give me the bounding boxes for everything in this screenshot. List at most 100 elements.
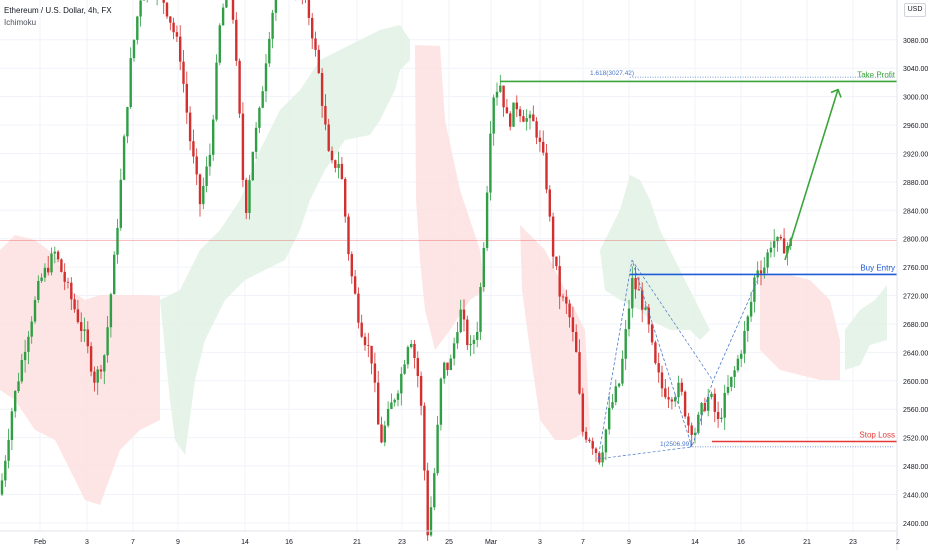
candle-body <box>311 17 314 39</box>
candle-body <box>489 133 492 193</box>
candle-body <box>169 16 172 23</box>
symbol-title: Ethereum / U.S. Dollar, 4h, FX <box>4 6 112 15</box>
buy-entry-label: Buy Entry <box>860 263 895 272</box>
candle-body <box>710 393 713 397</box>
candle-body <box>759 270 763 274</box>
candle-body <box>591 441 594 449</box>
candle-body <box>89 346 93 372</box>
candle-body <box>456 332 459 344</box>
candle-body <box>390 402 393 409</box>
y-tick-label: 2720.00 <box>903 294 928 301</box>
candle-body <box>782 238 786 254</box>
candle-body <box>763 267 766 274</box>
candle-body <box>40 277 43 281</box>
candle-body <box>542 141 545 153</box>
candle-body <box>528 114 532 119</box>
pattern-leg <box>597 446 693 460</box>
candle-body <box>324 105 327 125</box>
candle-body <box>608 407 611 430</box>
candle-body <box>235 19 238 61</box>
candle-body <box>60 259 63 272</box>
candle-body <box>733 370 736 377</box>
candle-body <box>119 179 122 228</box>
candle-body <box>403 364 406 374</box>
candle-body <box>192 141 195 157</box>
candle-body <box>393 399 396 403</box>
candle-body <box>132 39 136 59</box>
y-tick-label: 2800.00 <box>903 237 928 244</box>
candle-body <box>419 376 423 406</box>
candle-body <box>264 63 268 92</box>
candle-body <box>10 411 14 440</box>
candle-body <box>614 386 617 403</box>
candle-body <box>538 137 542 142</box>
candle-body <box>47 267 50 273</box>
candle-body <box>357 293 360 323</box>
candle-body <box>423 405 426 471</box>
candle-body <box>245 179 248 213</box>
candle-body <box>746 316 749 331</box>
candle-body <box>198 174 202 205</box>
candle-body <box>413 343 416 359</box>
candle-body <box>502 85 505 108</box>
cloud-bearish <box>415 45 485 350</box>
candle-body <box>27 336 30 352</box>
candle-body <box>340 163 344 180</box>
candle-body <box>202 185 205 205</box>
candle-body <box>410 343 413 348</box>
stop-loss-label: Stop Loss <box>859 430 895 439</box>
y-tick-label: 2640.00 <box>903 350 928 357</box>
candle-body <box>317 49 320 74</box>
candle-body <box>400 373 403 394</box>
candle-body <box>70 282 73 300</box>
candle-body <box>7 439 10 461</box>
candle-body <box>617 383 621 387</box>
candle-body <box>165 2 169 17</box>
candle-body <box>314 38 317 50</box>
candle-body <box>749 301 753 317</box>
candle-body <box>179 36 182 62</box>
harmonic-pattern: 1.618(3027.42) 1(2506.99) <box>590 70 893 460</box>
cloud-bullish <box>160 25 410 455</box>
candle-body <box>76 309 80 323</box>
candle-body <box>459 309 462 333</box>
candle-body <box>522 116 525 122</box>
candle-body <box>136 16 139 40</box>
candle-body <box>126 107 129 137</box>
candle-body <box>344 179 347 217</box>
candle-body <box>347 216 350 255</box>
candle-body <box>446 362 449 370</box>
candle-body <box>258 107 261 128</box>
candle-body <box>337 163 340 168</box>
candle-body <box>693 432 697 435</box>
candle-body <box>565 296 568 304</box>
x-tick-label: 14 <box>691 539 699 546</box>
candle-body <box>601 452 604 463</box>
cloud-bullish <box>600 175 710 340</box>
candle-body <box>578 352 581 394</box>
y-tick-label: 2480.00 <box>903 464 928 471</box>
candle-body <box>571 317 575 332</box>
candle-body <box>307 0 311 18</box>
candle-body <box>716 411 720 419</box>
candle-body <box>558 266 561 297</box>
candle-body <box>499 85 502 92</box>
candle-body <box>106 327 109 356</box>
candle-body <box>215 62 218 120</box>
pattern-leg <box>631 259 714 381</box>
candle-body <box>723 392 726 418</box>
candle-body <box>683 391 687 417</box>
currency-chip[interactable]: USD <box>904 3 926 17</box>
candle-body <box>380 424 383 443</box>
candle-body <box>86 329 89 347</box>
candle-body <box>248 180 251 213</box>
candle-body <box>116 227 119 255</box>
candle-body <box>172 22 175 33</box>
chart-legend: Ethereum / U.S. Dollar, 4h, FX Ichimoku <box>4 5 112 29</box>
candle-body <box>353 276 357 294</box>
candle-body <box>449 358 452 370</box>
candle-body <box>548 189 551 217</box>
candle-body <box>80 322 83 331</box>
candle-body <box>740 353 743 359</box>
